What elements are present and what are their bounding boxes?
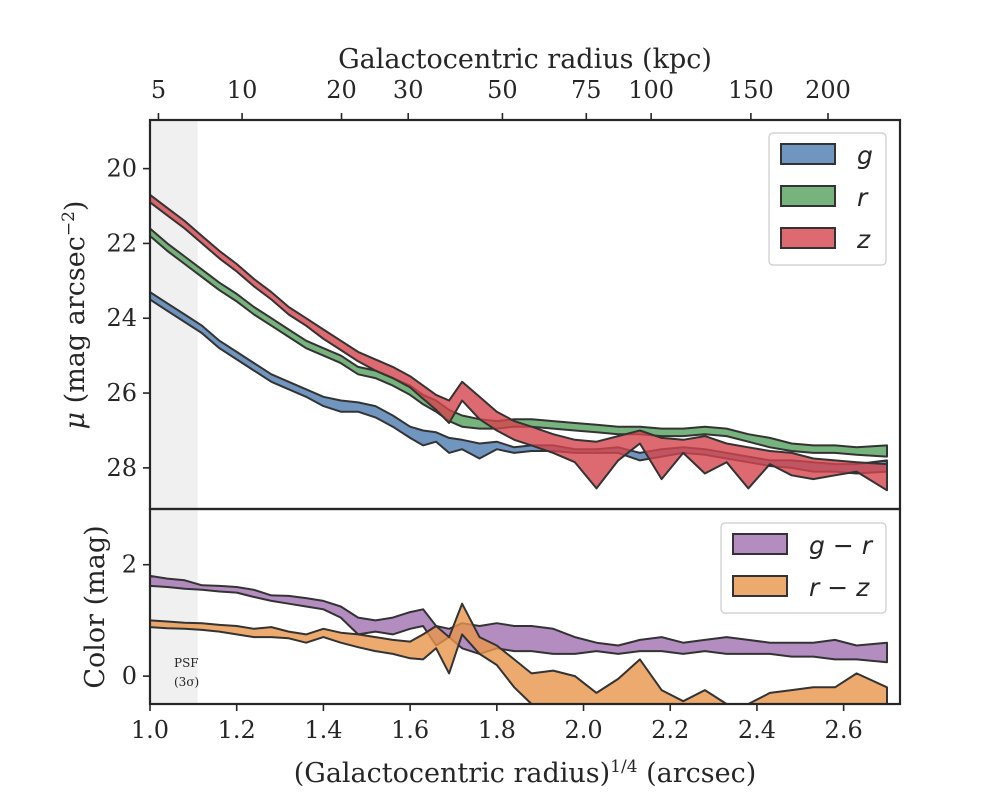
color-legend-swatch-1: [732, 575, 788, 597]
color-legend-label-1: r − z: [809, 573, 870, 602]
bottom-axis-title: (Galactocentric radius)1/4 (arcsec): [294, 757, 757, 789]
psf-sigma-label: (3σ): [174, 675, 199, 689]
surface-brightness-panel: 20 22 24 26 28 5 10 20 30 50 75 100 150 200 grz: [106, 76, 902, 511]
top-tick-label-50: 50: [487, 76, 518, 104]
xlabel-units: (arcsec): [638, 758, 757, 789]
color-band-0: [149, 574, 888, 664]
ylabel-units: (mag arcsec: [60, 236, 91, 412]
xlabel-exponent: 1/4: [610, 757, 637, 777]
color-ytick-label-0: 0: [122, 662, 137, 690]
top-tick-label-200: 200: [805, 76, 851, 104]
color-frame: [148, 507, 902, 706]
mu-symbol: μ: [60, 412, 91, 430]
top-axis-title: Galactocentric radius (kpc): [338, 44, 712, 75]
surface-brightness-legend-label-2: z: [856, 225, 871, 254]
color-axis-title: Color (mag): [80, 525, 111, 688]
top-tick-label-5: 5: [151, 76, 166, 104]
top-tick-label-20: 20: [326, 76, 357, 104]
psf-label: PSF: [174, 656, 199, 670]
top-tick-label-75: 75: [571, 76, 602, 104]
xlabel-main: (Galactocentric radius): [294, 758, 610, 789]
surface-brightness-ytick-label-28: 28: [106, 454, 137, 482]
xtick-label-1.6: 1.6: [391, 716, 429, 744]
xtick-label-2.2: 2.2: [651, 716, 689, 744]
top-tick-label-10: 10: [227, 76, 258, 104]
xtick-label-2.4: 2.4: [738, 716, 776, 744]
color-ytick-label-2: 2: [122, 551, 137, 579]
color-panel: PSF (3σ) 02 1.0 1.2 1.4 1.6 1.8 2.0 2.2 2.4 2.6 …: [122, 507, 902, 744]
xtick-label-2.0: 2.0: [564, 716, 602, 744]
surface-brightness-band-2: [149, 193, 888, 492]
top-tick-label-30: 30: [393, 76, 424, 104]
xtick-label-1.8: 1.8: [478, 716, 516, 744]
xtick-label-1.0: 1.0: [131, 716, 169, 744]
surface-brightness-ytick-label-24: 24: [106, 304, 137, 332]
surface-brightness-ytick-label-20: 20: [106, 155, 137, 183]
color-legend-label-0: g − r: [809, 531, 874, 560]
top-tick-label-100: 100: [628, 76, 674, 104]
xtick-label-1.4: 1.4: [304, 716, 342, 744]
surface-brightness-legend-swatch-1: [780, 185, 836, 207]
xtick-label-1.2: 1.2: [218, 716, 256, 744]
xtick-label-2.6: 2.6: [825, 716, 863, 744]
surface-brightness-legend-swatch-0: [780, 143, 836, 165]
psf-shade-color: [150, 509, 198, 704]
ylabel-close: ): [60, 201, 91, 212]
surface-brightness-axis-title: μ (mag arcsec−2): [59, 201, 91, 430]
surface-brightness-legend-swatch-2: [780, 227, 836, 249]
ylabel-exponent: −2: [59, 211, 79, 236]
surface-brightness-ytick-label-22: 22: [106, 229, 137, 257]
top-tick-label-150: 150: [728, 76, 774, 104]
surface-brightness-legend-label-1: r: [857, 183, 869, 212]
surface-brightness-ytick-label-26: 26: [106, 379, 137, 407]
color-legend-swatch-0: [732, 533, 788, 555]
surface-brightness-legend-label-0: g: [857, 141, 873, 170]
